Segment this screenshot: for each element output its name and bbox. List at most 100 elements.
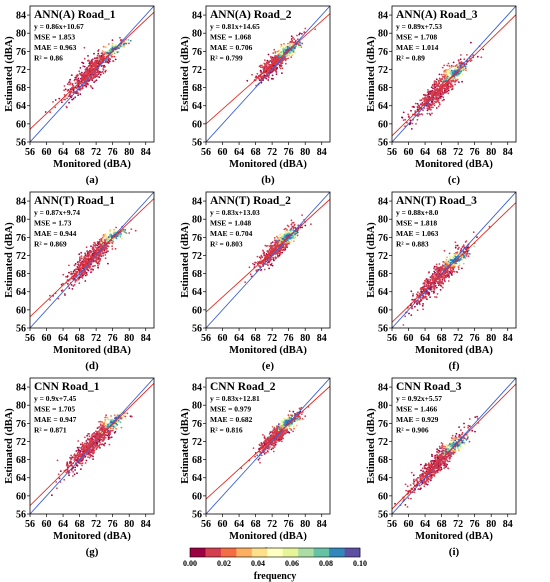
data-point — [66, 83, 69, 85]
data-point — [54, 106, 57, 109]
data-point — [106, 233, 108, 236]
x-tick-label: 60 — [404, 333, 414, 344]
fit-line — [392, 14, 516, 137]
y-tick-label: 64 — [378, 101, 388, 112]
data-point — [459, 61, 462, 64]
data-point — [85, 255, 88, 257]
data-point — [84, 280, 87, 282]
data-point — [286, 45, 289, 48]
fit-line — [30, 11, 154, 130]
data-point — [97, 58, 100, 60]
data-point — [423, 97, 426, 99]
data-point — [87, 256, 90, 258]
data-point — [122, 234, 124, 237]
data-point — [77, 74, 79, 77]
data-point — [63, 293, 66, 295]
data-point — [431, 90, 434, 93]
data-point — [401, 116, 404, 119]
data-point — [459, 58, 462, 61]
data-point — [462, 69, 465, 72]
data-point — [96, 61, 99, 63]
data-point — [267, 79, 270, 81]
data-point — [76, 78, 79, 81]
data-point — [443, 249, 446, 252]
data-point — [289, 41, 291, 44]
data-point — [248, 266, 251, 269]
data-point — [456, 271, 459, 274]
data-point — [98, 55, 101, 57]
data-point — [74, 268, 77, 271]
data-point — [417, 114, 420, 117]
stats-line: R² = 0.89 — [396, 54, 425, 63]
data-point — [277, 255, 279, 258]
x-axis-label: Monitored (dBA) — [229, 345, 307, 356]
x-tick-label: 60 — [42, 147, 52, 158]
data-point — [441, 99, 444, 102]
identity-line — [206, 6, 330, 142]
data-point — [79, 256, 81, 259]
data-point — [97, 264, 99, 267]
data-point — [244, 281, 247, 283]
data-point — [440, 270, 443, 272]
fit-line — [30, 198, 154, 318]
data-point — [437, 79, 440, 82]
data-point — [433, 267, 435, 270]
data-point — [266, 61, 269, 63]
y-tick-label: 84 — [378, 11, 388, 22]
y-tick-label: 68 — [378, 83, 388, 94]
data-point — [436, 93, 439, 96]
data-point — [68, 101, 70, 104]
data-point — [65, 105, 68, 108]
data-point — [439, 94, 441, 97]
data-point — [448, 69, 451, 71]
data-point — [268, 267, 270, 270]
data-point — [86, 434, 88, 437]
data-point — [430, 290, 433, 293]
data-point — [107, 262, 109, 265]
data-point — [102, 68, 105, 70]
data-point — [445, 79, 448, 81]
data-point — [122, 228, 125, 231]
data-point — [437, 97, 440, 100]
plot-frame — [29, 5, 155, 143]
data-point — [91, 59, 93, 61]
data-point — [439, 267, 441, 270]
data-point — [458, 262, 461, 265]
data-point — [74, 76, 77, 79]
data-point — [434, 97, 437, 100]
data-point — [96, 261, 98, 264]
data-point — [72, 284, 75, 287]
data-point — [122, 43, 125, 46]
data-point — [270, 57, 273, 60]
y-tick-label: 64 — [16, 101, 26, 112]
data-point — [91, 260, 94, 263]
data-point — [430, 92, 433, 94]
y-axis-label: Estimated (dBA) — [180, 36, 191, 112]
data-point — [105, 238, 108, 241]
data-point — [111, 230, 114, 233]
data-point — [431, 84, 434, 87]
data-point — [433, 102, 436, 105]
data-point — [100, 241, 103, 244]
data-point — [294, 236, 297, 239]
data-point — [114, 58, 117, 61]
data-point — [81, 71, 83, 74]
data-point — [446, 256, 448, 259]
stats-line: R² = 0.803 — [210, 240, 243, 249]
data-point — [94, 73, 97, 76]
data-point — [95, 79, 98, 82]
data-point — [424, 94, 426, 97]
data-point — [271, 71, 273, 73]
y-tick-label: 56 — [192, 324, 202, 335]
data-point — [88, 456, 91, 459]
data-point — [260, 76, 263, 79]
data-point — [130, 228, 133, 231]
data-point — [285, 58, 288, 60]
data-point — [256, 255, 259, 258]
data-point — [129, 39, 132, 42]
data-point — [76, 261, 79, 263]
data-point — [104, 254, 107, 256]
stats-line: MSE = 1.818 — [396, 219, 437, 228]
data-point — [463, 58, 466, 61]
